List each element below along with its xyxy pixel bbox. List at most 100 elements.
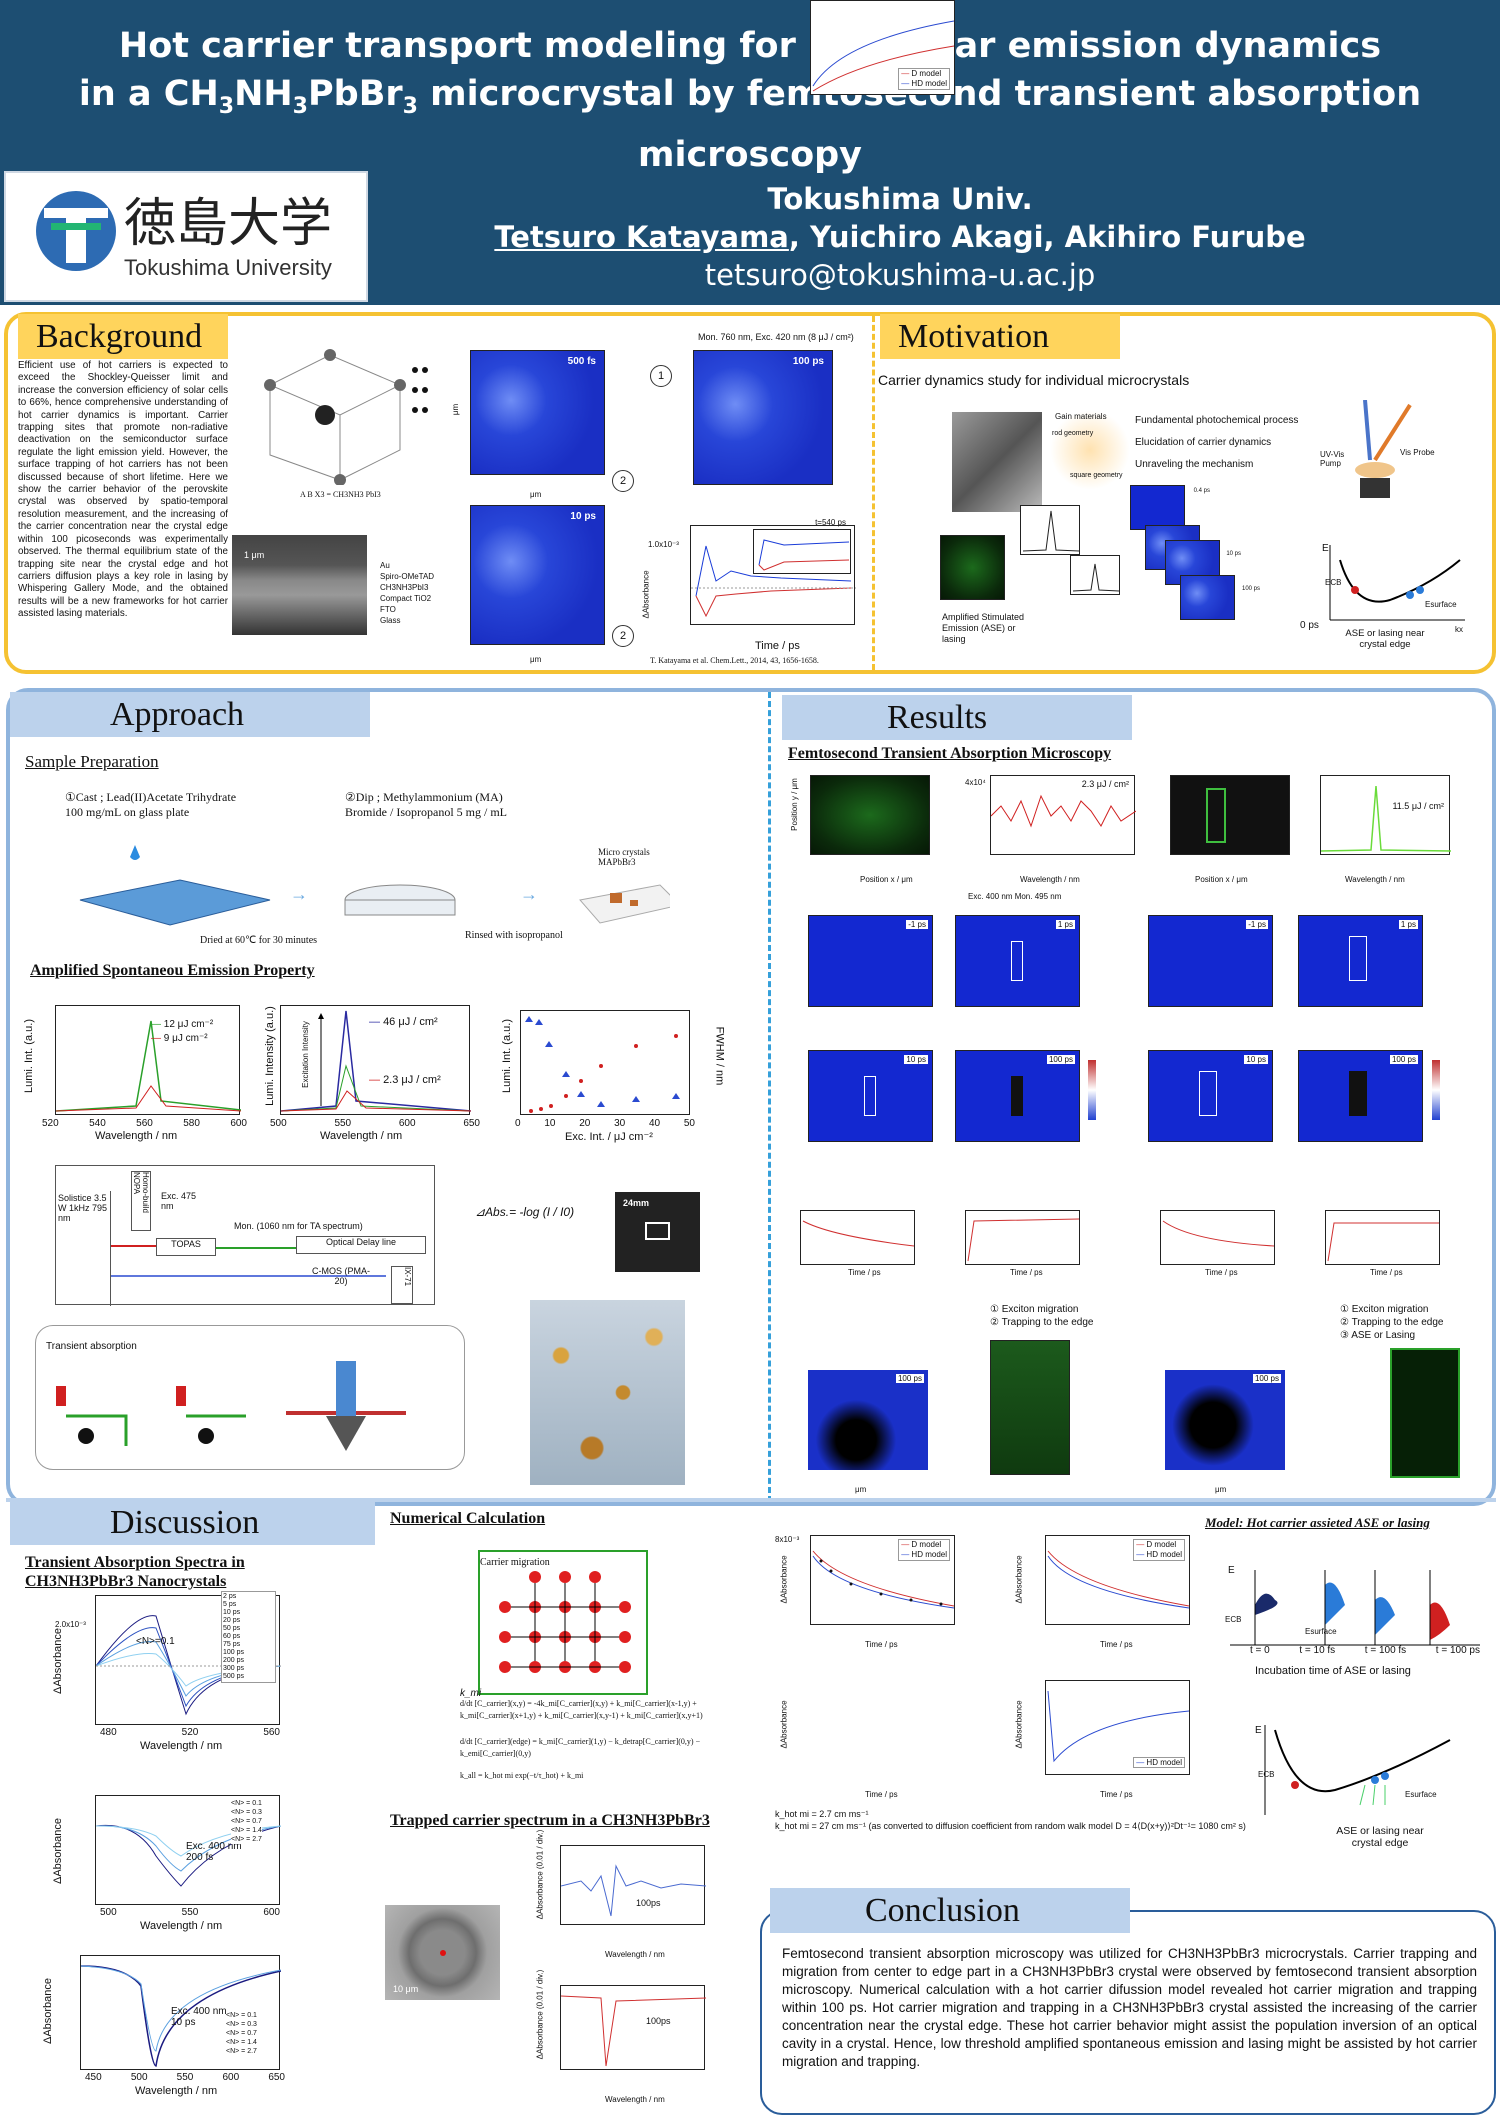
ta-n-xticks: 500 550 600 (100, 1907, 280, 1918)
model-plot-4: — HD model (1045, 1680, 1190, 1775)
result-list-left: ① Exciton migration ② Trapping to the edg… (990, 1304, 1094, 1328)
micro-crystals-label: Micro crystals MAPbBr3 (598, 847, 650, 867)
result-map-left-1: 1 ps (955, 915, 1080, 1007)
discussion-rule (6, 1498, 1496, 1502)
ftam-title: Femtosecond Transient Absorption Microsc… (788, 745, 1112, 762)
pump-label: UV-Vis Pump (1320, 450, 1345, 468)
conclusion-heading: Conclusion (770, 1888, 1130, 1933)
setup-diagram: Solistice 3.5 W 1kHz 795 nm Homo-build N… (55, 1165, 435, 1306)
band2-caption: ASE or lasing near crystal edge (1336, 1825, 1424, 1849)
presenting-author: Tetsuro Katayama (494, 220, 789, 254)
trace-3-xlabel: Time / ps (1205, 1268, 1238, 1277)
background-heading: Background (18, 314, 228, 359)
approach-heading: Approach (10, 692, 370, 737)
sample-prep-title: Sample Preparation (25, 752, 159, 771)
zoom-emission-right (1390, 1348, 1460, 1478)
ta-map-500fs: 500 fs (470, 350, 605, 475)
spectrum-small-2 (1070, 555, 1120, 595)
sem-cross-section (232, 535, 367, 635)
model-3-xlabel: Time / ps (865, 1790, 898, 1799)
email[interactable]: tetsuro@tokushima-u.ac.jp (704, 258, 1096, 292)
abs-formula: ⊿Abs.= -log (I / I0) (475, 1205, 575, 1219)
svg-text:→: → (520, 884, 538, 904)
trace-1 (800, 1210, 915, 1265)
background-motivation-box (4, 312, 1496, 674)
approach-results-box (6, 688, 1496, 1506)
motivation-map-4: 100 ps (1180, 575, 1260, 620)
trapped-title: Trapped carrier spectrum in a CH3NH3PbBr… (390, 1812, 710, 1829)
colorbar-right (1432, 1060, 1440, 1120)
pos-y-label: Position y / μm (789, 778, 799, 831)
trace-3 (1160, 1210, 1275, 1265)
emission-image-right (1170, 775, 1290, 855)
marker-2: 2 (612, 470, 634, 492)
ta-10-xticks: 450 500 550 600 650 (85, 2072, 285, 2083)
incubation-diagram (1230, 1570, 1480, 1646)
kinetics-scale: 1.0x10⁻³ (648, 540, 679, 549)
marker-2b: 2 (612, 625, 634, 647)
motivation-map-1: 0.4 ps (1130, 485, 1210, 530)
title-line-1: Hot carrier transport modeling for nonli… (118, 26, 1382, 66)
trace-1-xlabel: Time / ps (848, 1268, 881, 1277)
ase-plot-3 (520, 1010, 690, 1115)
emission-spectrum-left: 2.3 μJ / cm² (990, 775, 1137, 855)
trapped-xlabel-1: Wavelength / nm (605, 1950, 665, 1959)
ase-plot-3-xlabel: Exc. Int. / μJ cm⁻² (565, 1131, 653, 1143)
step-2: ②Dip ; Methylammonium (MA) Bromide / Iso… (345, 790, 507, 819)
trace-2 (965, 1210, 1080, 1265)
map-x-label-2: μm (530, 655, 542, 664)
dried-label: Dried at 60℃ for 30 minutes (200, 935, 318, 946)
ase-caption: Amplified Stimulated Emission (ASE) or l… (942, 612, 1025, 644)
model-plot-3: — D model — HD model (810, 0, 955, 95)
ta-map-100ps: 100 ps (693, 350, 833, 485)
kinetics-plot: t=540 ps (690, 518, 856, 625)
inc-E: E (1228, 1565, 1235, 1576)
motivation-heading: Motivation (880, 314, 1120, 359)
trapped-spectrum-2: 100ps (560, 1985, 707, 2070)
model-2-xlabel: Time / ps (1100, 1640, 1133, 1649)
pos-x-label: Position x / μm (860, 875, 913, 884)
title-line-2: in a CH3NH3PbBr3 microcrystal by femtose… (78, 74, 1422, 175)
zoom-map-right: 100 ps (1165, 1370, 1285, 1470)
ase-plot-3-xticks: 0 10 20 30 40 50 (515, 1118, 695, 1129)
sem-scale: 1 μm (244, 550, 265, 560)
map-x-label: μm (530, 490, 542, 499)
ase-plot-1-xticks: 520 540 560 580 600 (42, 1118, 247, 1129)
logo-japanese: 徳島大学 (124, 194, 333, 254)
ta-ylabel: ΔAbsorbance (52, 1627, 65, 1695)
model-2-ylabel: ΔAbsorbance (1014, 1555, 1024, 1604)
ta-map-10ps: 10 ps (470, 505, 605, 645)
ase-image (940, 535, 1005, 600)
model-title: Model: Hot carrier assieted ASE or lasin… (1205, 1515, 1430, 1530)
result-map-right-m1: -1 ps (1148, 915, 1273, 1007)
exc-mon-label: Exc. 400 nm Mon. 495 nm (968, 892, 1062, 901)
citation: T. Katayama et al. Chem.Lett., 2014, 43,… (650, 656, 819, 665)
logo-mark-icon (36, 191, 116, 271)
ase-plot-2-ylabel: Lumi. Intensity (a.u.) (263, 1006, 276, 1106)
spectrum-small-1 (1020, 505, 1080, 555)
model-1-ylabel: ΔAbsorbance (779, 1555, 789, 1604)
ta-legend-n-2: <N> = 0.1 <N> = 0.3 <N> = 0.7 <N> = 1.4 <N> … (226, 2011, 257, 2056)
inc-Ecb: ECB (1225, 1615, 1242, 1624)
result-map-right-100: 100 ps (1298, 1050, 1423, 1142)
logo-english: Tokushima University (124, 255, 332, 280)
model-4-ylabel: ΔAbsorbance (1014, 1700, 1024, 1749)
k-values: k_hot mi = 2.7 cm ms⁻¹ k_hot mi = 27 cm m… (775, 1809, 1246, 1831)
ase-plot-2-xticks: 500 550 600 650 (270, 1118, 480, 1129)
probe-label: Vis Probe (1400, 448, 1435, 457)
ase-plot-2: — 46 μJ / cm² — 2.3 μJ / cm² (280, 1005, 472, 1115)
formula: A B X3 = CH3NH3 PbI3 (300, 490, 381, 499)
ase-plot-1-ylabel: Lumi. Int. (a.u.) (22, 1019, 35, 1093)
ase-plot-1-xlabel: Wavelength / nm (95, 1130, 178, 1142)
lattice-diagram (478, 1550, 648, 1695)
ta-10-xlabel: Wavelength / nm (135, 2085, 218, 2097)
poster-title: Hot carrier transport modeling for nonli… (0, 22, 1500, 179)
result-map-right-1: 1 ps (1298, 915, 1423, 1007)
ta-spectra-plot: <N>=0.1 2 ps 5 ps 10 ps 20 ps 50 ps 60 ps 75 p… (95, 1591, 282, 1725)
band-diagram (1329, 545, 1465, 621)
divider-2 (768, 692, 771, 1502)
discussion-heading: Discussion (10, 1500, 375, 1545)
inc-Esurface: Esurface (1305, 1627, 1337, 1636)
band2-Ecb: ECB (1258, 1770, 1275, 1779)
pos-x-label-right: Position x / μm (1195, 875, 1248, 884)
